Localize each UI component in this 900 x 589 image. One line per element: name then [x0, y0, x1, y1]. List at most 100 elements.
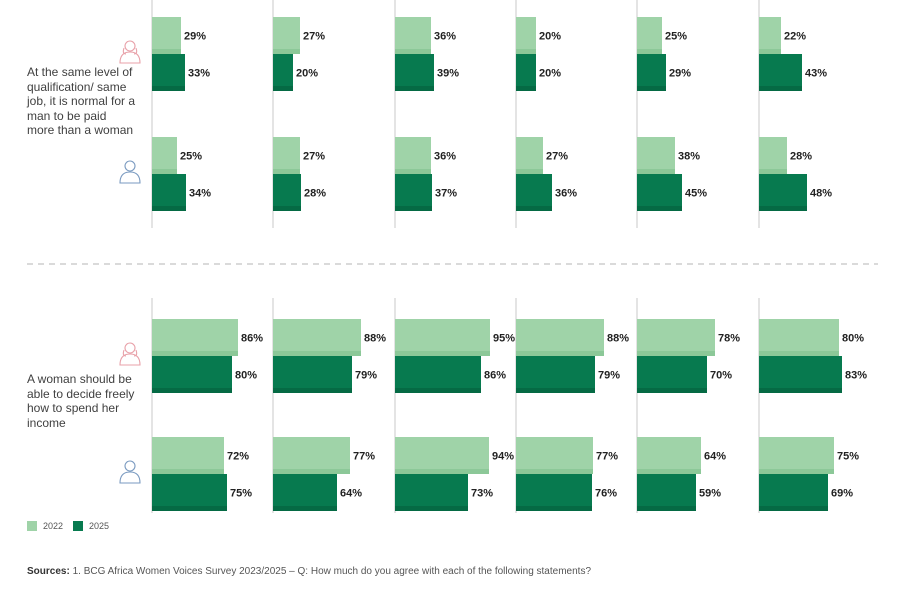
bar-2022 [637, 319, 715, 356]
legend-swatch-2022 [27, 521, 37, 531]
bar-2022-shade [152, 469, 224, 474]
bar-2025 [516, 356, 595, 393]
bar-2022-shade [637, 469, 701, 474]
bar-2025 [273, 474, 337, 511]
data-label-2025: 86% [484, 370, 506, 382]
bar-2022-shade [516, 469, 593, 474]
data-label-2022: 88% [607, 333, 629, 345]
bar-2022-shade [395, 169, 431, 174]
bar-2022-shade [152, 49, 181, 54]
bar-2025-shade [759, 388, 842, 393]
sources-label: Sources: [27, 566, 70, 577]
bar-2022 [637, 137, 675, 174]
bar-2025 [273, 356, 352, 393]
data-label-2025: 48% [810, 188, 832, 200]
bar-2025 [637, 174, 682, 211]
bar-2025-shade [759, 86, 802, 91]
data-label-2025: 79% [598, 370, 620, 382]
bar-2025 [516, 174, 552, 211]
bar-2025-shade [637, 388, 707, 393]
bar-2022 [395, 17, 431, 54]
bar-2022-shade [637, 351, 715, 356]
bar-2022-shade [152, 169, 177, 174]
data-label-2025: 76% [595, 488, 617, 500]
data-label-2022: 94% [492, 451, 514, 463]
bar-2022-shade [152, 351, 238, 356]
data-label-2022: 78% [718, 333, 740, 345]
data-label-2022: 86% [241, 333, 263, 345]
female-icon [119, 40, 141, 64]
bar-2025-shade [637, 206, 682, 211]
bar-2025 [273, 54, 293, 91]
bar-2025 [637, 54, 666, 91]
bar-2022-shade [637, 49, 662, 54]
data-label-2022: 27% [546, 151, 568, 163]
bar-2025-shade [516, 388, 595, 393]
bar-2022-shade [516, 169, 543, 174]
bar-2022-shade [516, 49, 536, 54]
data-label-2025: 20% [296, 68, 318, 80]
statement-label-income: A woman should be able to decide freely … [27, 372, 135, 430]
bar-2025 [759, 54, 802, 91]
data-label-2022: 36% [434, 151, 456, 163]
bar-2025-shade [395, 86, 434, 91]
data-label-2025: 83% [845, 370, 867, 382]
bar-2025-shade [637, 86, 666, 91]
bar-2022 [759, 137, 787, 174]
bar-2025-shade [152, 506, 227, 511]
data-label-2025: 34% [189, 188, 211, 200]
statement-label-pay: At the same level of qualification/ same… [27, 65, 136, 138]
bar-2025 [395, 54, 434, 91]
legend-label-2022: 2022 [43, 521, 64, 531]
sources-text: 1. BCG Africa Women Voices Survey 2023/2… [69, 566, 592, 577]
bar-2022-shade [273, 351, 361, 356]
bar-2025 [637, 474, 696, 511]
data-label-2022: 27% [303, 31, 325, 43]
bar-2025 [759, 174, 807, 211]
bar-2022 [273, 17, 300, 54]
bar-2025 [152, 174, 186, 211]
bar-2025 [395, 356, 481, 393]
bar-2022 [152, 437, 224, 474]
bar-2025-shade [395, 206, 432, 211]
bar-2025-shade [637, 506, 696, 511]
male-icon [119, 160, 141, 184]
bar-2022-shade [759, 169, 787, 174]
bar-2022-shade [759, 49, 781, 54]
bar-2022 [759, 319, 839, 356]
bar-2022 [152, 319, 238, 356]
bar-2022 [152, 137, 177, 174]
data-label-2025: 36% [555, 188, 577, 200]
bar-2022-shade [395, 469, 489, 474]
data-label-2025: 43% [805, 68, 827, 80]
bar-2022 [273, 319, 361, 356]
data-label-2022: 75% [837, 451, 859, 463]
legend-item-2025: 2025 [73, 521, 109, 531]
bar-2022 [395, 437, 489, 474]
bar-2022-shade [273, 49, 300, 54]
data-label-2022: 38% [678, 151, 700, 163]
bar-2025 [395, 474, 468, 511]
data-label-2022: 25% [180, 151, 202, 163]
data-label-2025: 28% [304, 188, 326, 200]
bar-2022 [273, 137, 300, 174]
bar-2022 [395, 319, 490, 356]
bar-2025-shade [516, 206, 552, 211]
data-label-2022: 77% [353, 451, 375, 463]
bar-2022 [516, 137, 543, 174]
bar-2025-shade [273, 388, 352, 393]
bar-2025 [152, 54, 185, 91]
bar-2022-shade [637, 169, 675, 174]
data-label-2022: 72% [227, 451, 249, 463]
legend-swatch-2025 [73, 521, 83, 531]
data-label-2022: 20% [539, 31, 561, 43]
data-label-2022: 64% [704, 451, 726, 463]
data-label-2025: 80% [235, 370, 257, 382]
bar-2022-shade [273, 469, 350, 474]
data-label-2022: 88% [364, 333, 386, 345]
data-label-2022: 29% [184, 31, 206, 43]
bar-2025 [273, 174, 301, 211]
bar-2025-shade [273, 86, 293, 91]
data-label-2022: 95% [493, 333, 515, 345]
bar-2025 [516, 54, 536, 91]
